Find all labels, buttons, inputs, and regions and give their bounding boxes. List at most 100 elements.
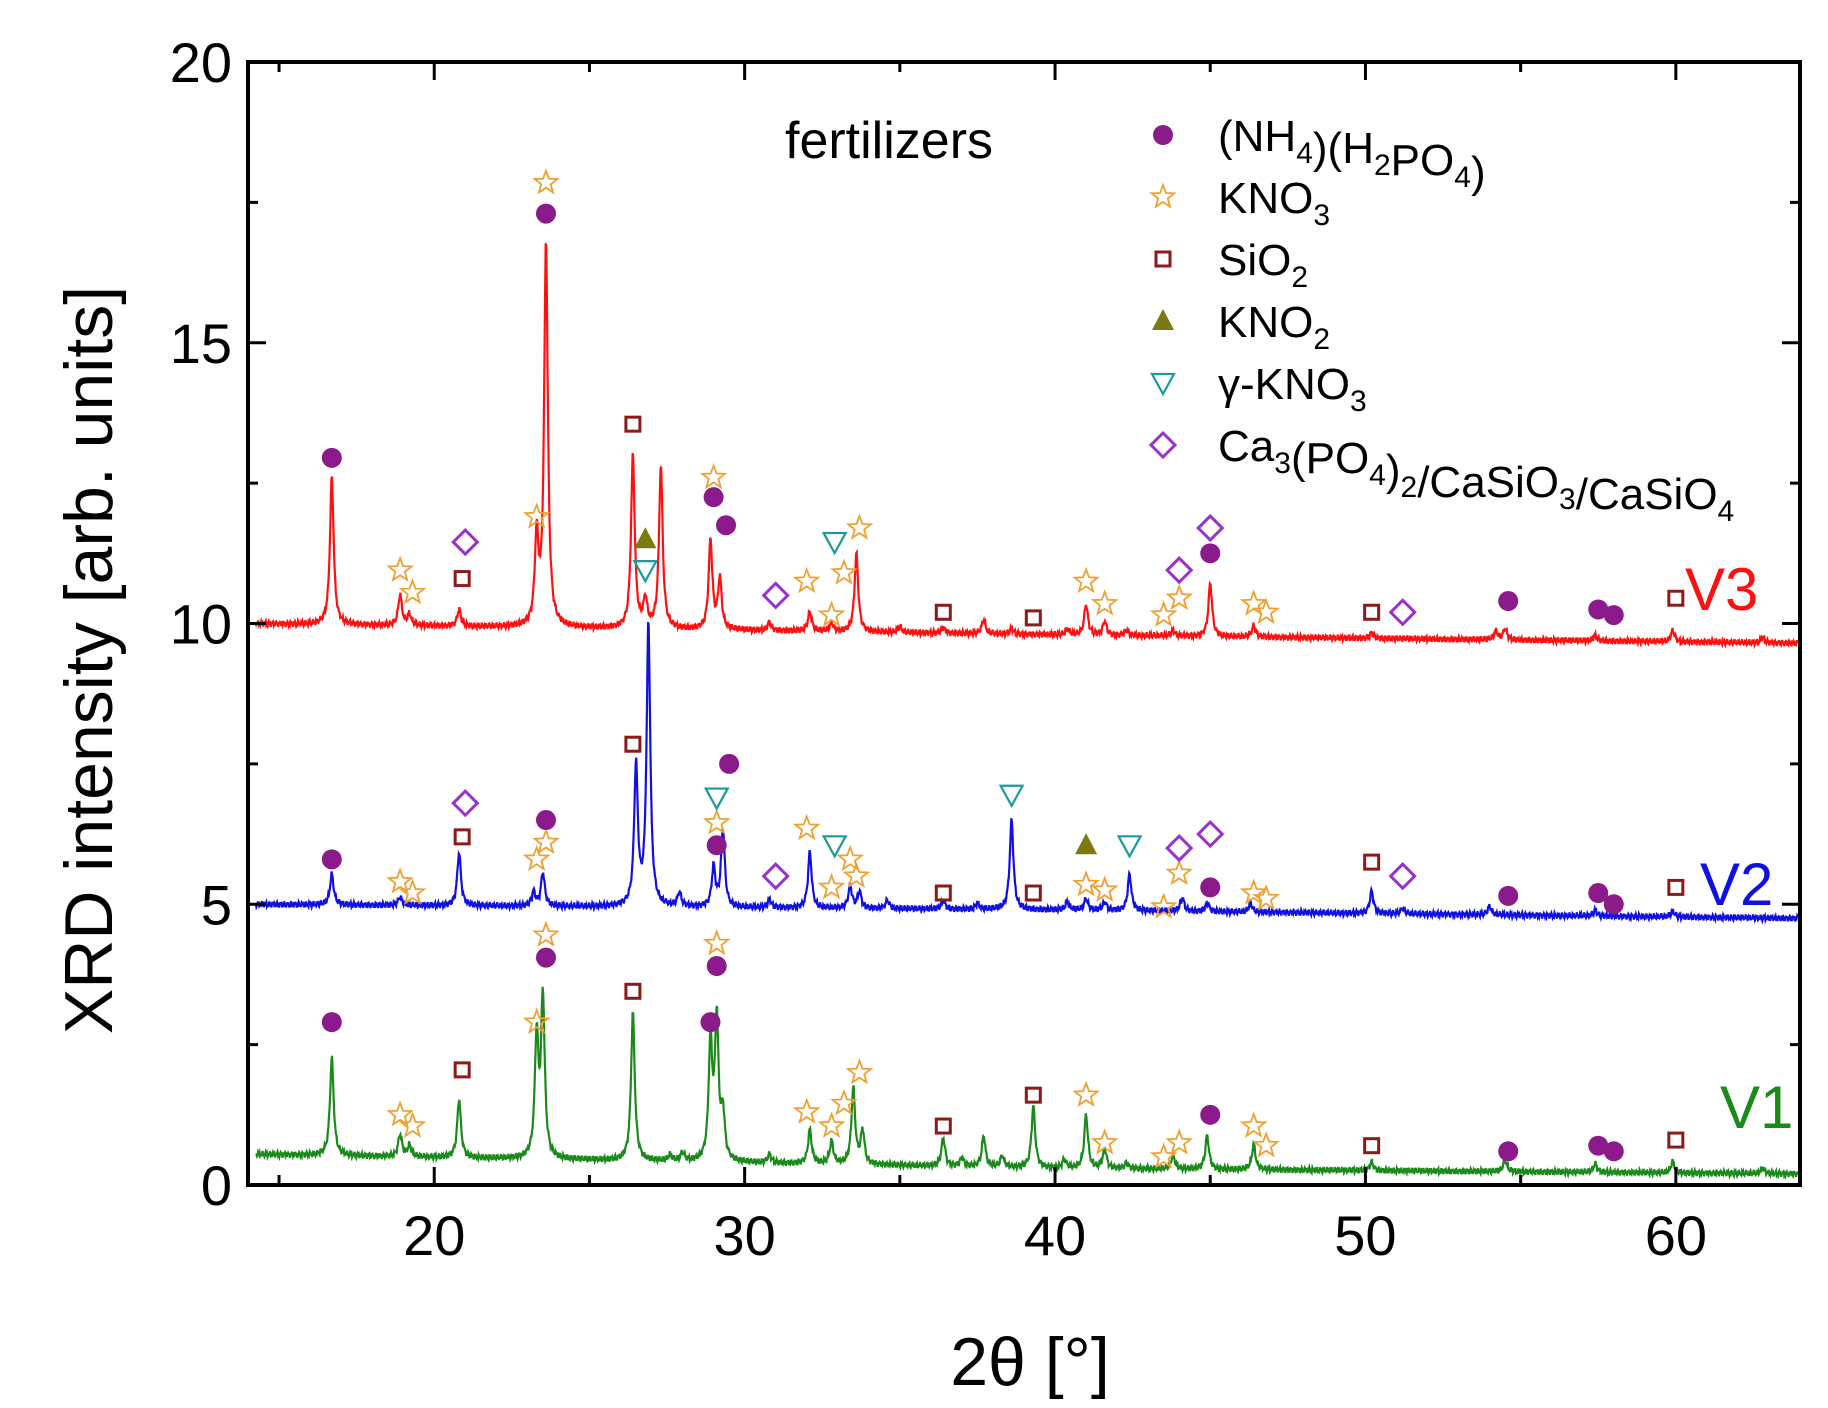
x-tick-label: 30: [713, 1204, 775, 1267]
peak-marker-caphos: [451, 789, 480, 818]
peak-marker-kno3: [398, 1111, 427, 1138]
peak-marker-nh4h2po4: [535, 203, 556, 224]
peak-marker-nh4h2po4: [321, 849, 342, 870]
x-tick-label: 60: [1645, 1204, 1707, 1267]
peak-marker-nh4h2po4: [535, 947, 556, 968]
legend-label-kno2: KNO2: [1218, 298, 1330, 356]
peak-marker-kno3: [386, 555, 414, 582]
peak-marker-kno3: [845, 1058, 874, 1085]
peak-marker-kno3: [1072, 566, 1100, 594]
peak-marker-kno3: [817, 600, 846, 627]
peak-marker-nh4h2po4: [706, 835, 727, 856]
legend-marker-caphos: [1148, 430, 1178, 460]
peak-marker-gkno3: [821, 531, 848, 556]
peak-marker-kno3: [1072, 869, 1101, 897]
peak-marker-gkno3: [632, 560, 659, 584]
series-line-v2: [254, 622, 1799, 925]
peak-marker-kno3: [830, 1089, 858, 1116]
peak-marker-nh4h2po4: [321, 447, 342, 468]
peak-marker-nh4h2po4: [1603, 1141, 1624, 1162]
peak-marker-nh4h2po4: [1200, 543, 1221, 564]
y-axis-title: XRD intensity [arb. units]: [51, 286, 127, 1034]
legend-label-sio2: SiO2: [1218, 236, 1308, 294]
peak-marker-kno3: [398, 878, 427, 905]
legend-marker-gkno3: [1150, 372, 1176, 397]
legend-label-kno3: KNO3: [1218, 174, 1330, 232]
series-label-v2: V2: [1700, 851, 1773, 918]
markers-layer: [321, 168, 1685, 1169]
peak-marker-nh4h2po4: [1498, 591, 1519, 612]
legend-marker-nh4h2po4: [1153, 125, 1173, 145]
peak-marker-kno3: [532, 168, 560, 195]
peak-marker-kno3: [532, 827, 560, 855]
peak-marker-nh4h2po4: [1200, 877, 1221, 898]
legend-marker-kno2: [1152, 309, 1174, 330]
peak-marker-kno3: [702, 808, 731, 835]
peak-marker-kno3: [830, 558, 858, 585]
peak-marker-kno3: [792, 566, 821, 594]
legend-label-caphos: Ca3(PO4)2/CaSiO3/CaSiO4: [1218, 422, 1734, 528]
peak-marker-nh4h2po4: [321, 1012, 342, 1033]
peak-marker-nh4h2po4: [1200, 1104, 1221, 1125]
peak-marker-kno3: [836, 844, 865, 872]
peak-marker-sio2: [934, 1117, 952, 1135]
legend-marker-kno3: [1149, 182, 1177, 209]
y-tick-label: 5: [201, 873, 232, 936]
peak-marker-caphos: [1165, 556, 1194, 585]
peak-marker-nh4h2po4: [716, 515, 737, 536]
y-tick-label: 10: [170, 593, 232, 656]
peak-marker-kno3: [532, 920, 560, 947]
peak-marker-gkno3: [998, 784, 1025, 809]
peak-marker-kno3: [1252, 883, 1280, 911]
peak-marker-nh4h2po4: [1588, 883, 1609, 904]
x-tick-label: 50: [1334, 1204, 1396, 1267]
peak-marker-sio2: [1363, 603, 1381, 621]
peak-marker-sio2: [624, 415, 642, 433]
peak-marker-kno3: [1090, 589, 1119, 616]
peak-marker-kno2: [634, 527, 657, 549]
peak-marker-sio2: [453, 1061, 471, 1079]
peak-marker-kno3: [522, 844, 551, 872]
peak-marker-sio2: [1024, 884, 1042, 902]
peak-marker-sio2: [1024, 1086, 1042, 1104]
legend-label-gkno3: γ-KNO3: [1218, 360, 1367, 418]
peak-marker-kno3: [792, 813, 821, 841]
peak-marker-sio2: [1363, 853, 1381, 871]
peak-marker-sio2: [934, 884, 952, 902]
legend-marker-sio2: [1154, 250, 1172, 268]
peak-marker-nh4h2po4: [1603, 605, 1624, 626]
legend-label-nh4h2po4: (NH4)(H2PO4): [1218, 112, 1486, 197]
peak-marker-nh4h2po4: [1588, 599, 1609, 620]
ticks-layer: [248, 60, 1800, 1187]
peak-marker-kno3: [817, 872, 846, 900]
peak-marker-kno3: [1149, 600, 1178, 627]
peak-marker-sio2: [1024, 609, 1042, 627]
peak-marker-kno3: [1090, 875, 1119, 902]
peak-marker-nh4h2po4: [706, 956, 727, 977]
series-labels: V1 V2 V3: [1685, 556, 1793, 1141]
peak-marker-sio2: [453, 828, 471, 846]
peak-marker-kno3: [1252, 597, 1280, 625]
peak-marker-kno3: [386, 867, 414, 894]
peak-marker-caphos: [451, 527, 480, 557]
peak-marker-nh4h2po4: [1498, 885, 1519, 906]
x-tick-label: 20: [403, 1204, 465, 1267]
peak-marker-gkno3: [1116, 835, 1143, 859]
y-tick-label: 15: [170, 312, 232, 375]
peak-marker-kno3: [522, 1007, 551, 1035]
peak-marker-sio2: [453, 570, 471, 588]
peak-marker-nh4h2po4: [719, 753, 740, 774]
peak-marker-nh4h2po4: [535, 810, 556, 831]
y-tick-label: 20: [170, 31, 232, 94]
peak-marker-nh4h2po4: [703, 487, 724, 508]
tick-labels-layer: 20 30 40 50 60 0 5 10 15 20: [170, 31, 1707, 1267]
series-label-v1: V1: [1720, 1074, 1793, 1141]
peak-marker-kno3: [1090, 1128, 1119, 1155]
peak-marker-kno3: [842, 861, 871, 889]
peak-marker-kno3: [699, 462, 728, 490]
peak-marker-kno3: [1165, 858, 1194, 886]
peak-marker-kno3: [1165, 1128, 1194, 1155]
peak-marker-gkno3: [703, 787, 730, 811]
peak-marker-gkno3: [821, 835, 848, 859]
